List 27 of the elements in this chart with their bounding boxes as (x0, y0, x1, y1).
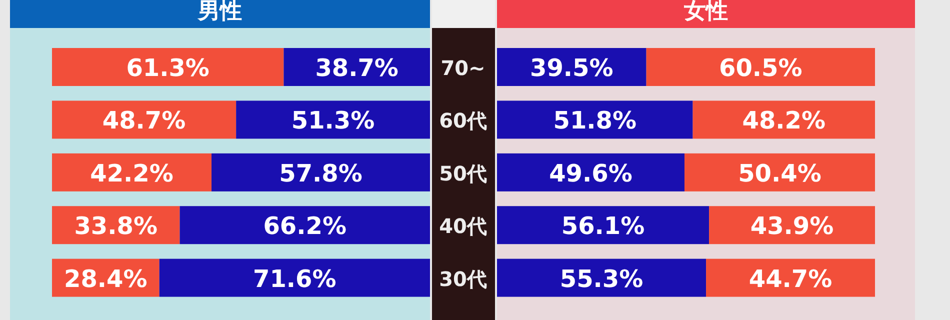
y-tick-label: 50代 (439, 161, 487, 186)
y-tick-label: 30代 (439, 266, 487, 291)
data-label: 38.7% (315, 54, 398, 82)
data-label: 48.2% (742, 106, 826, 135)
data-label: 50.4% (738, 159, 822, 188)
data-label: 44.7% (748, 264, 832, 293)
data-label: 33.8% (74, 212, 158, 240)
data-label: 51.3% (291, 106, 375, 135)
data-label: 66.2% (263, 212, 347, 240)
y-tick-label: 40代 (439, 214, 487, 238)
data-label: 42.2% (90, 159, 174, 188)
chart-title: 女性 (683, 0, 728, 24)
data-label: 61.3% (126, 54, 210, 82)
chart-title: 男性 (197, 0, 242, 24)
data-label: 55.3% (560, 264, 644, 293)
y-tick-label: 70~ (440, 56, 486, 80)
data-label: 39.5% (530, 54, 614, 82)
data-label: 48.7% (102, 106, 186, 135)
data-label: 56.1% (561, 212, 645, 240)
data-label: 43.9% (750, 212, 834, 240)
data-label: 71.6% (253, 264, 336, 293)
data-label: 57.8% (279, 159, 362, 188)
data-label: 28.4% (64, 264, 148, 293)
data-label: 60.5% (719, 54, 802, 82)
y-tick-label: 60代 (439, 108, 487, 133)
data-label: 49.6% (549, 159, 632, 188)
data-label: 51.8% (553, 106, 637, 135)
